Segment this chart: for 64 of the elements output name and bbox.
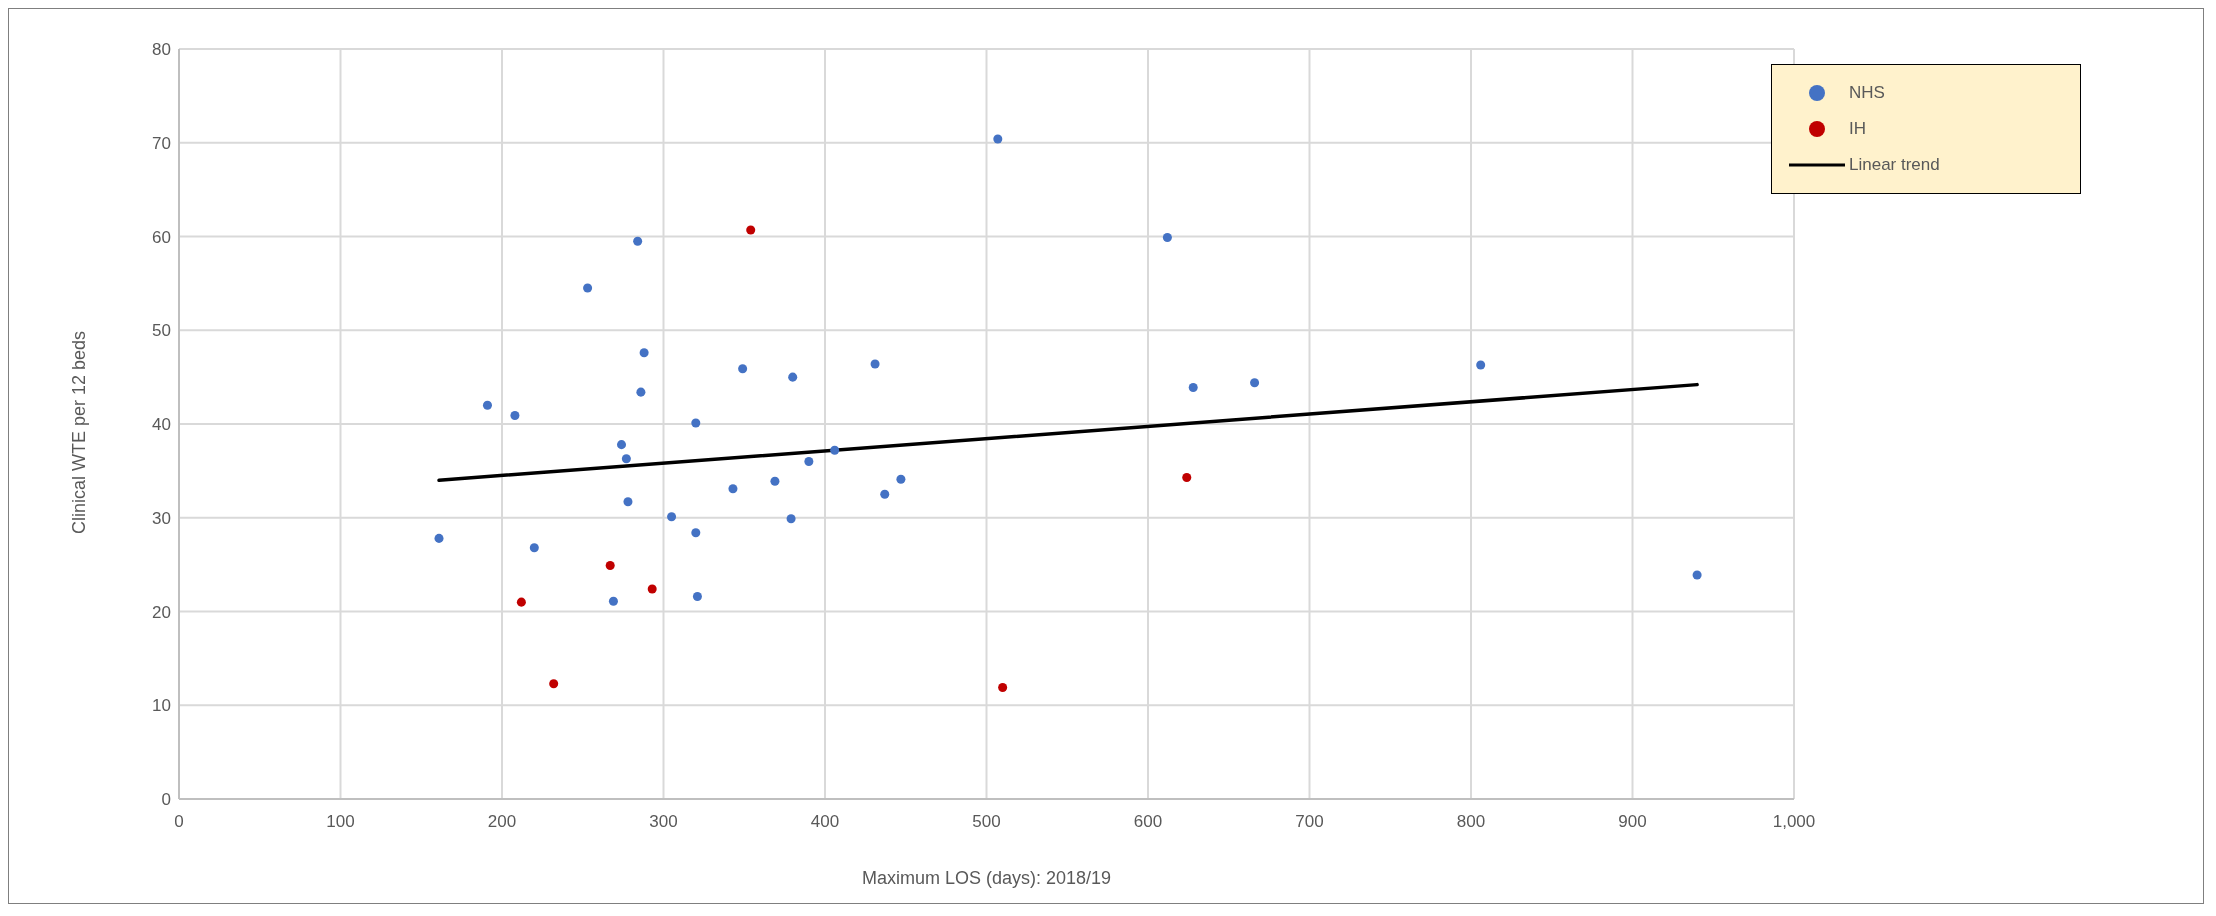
point — [1476, 360, 1486, 370]
x-tick-label: 900 — [1618, 812, 1647, 832]
y-tick-label: 80 — [152, 40, 171, 60]
legend-label: IH — [1849, 119, 1866, 139]
y-tick-label: 40 — [152, 415, 171, 435]
point — [667, 512, 677, 522]
point — [830, 445, 840, 455]
point — [1692, 570, 1702, 580]
point — [510, 411, 520, 421]
point — [549, 679, 559, 689]
x-tick-label: 100 — [326, 812, 355, 832]
point — [621, 454, 631, 464]
y-tick-label: 60 — [152, 227, 171, 247]
point — [1162, 232, 1172, 242]
x-tick-label: 0 — [174, 812, 184, 832]
y-tick-label: 30 — [152, 508, 171, 528]
point — [608, 596, 618, 606]
point — [770, 476, 780, 486]
point — [482, 400, 492, 410]
x-tick-label: 700 — [1295, 812, 1324, 832]
point — [692, 591, 702, 602]
legend-label: Linear trend — [1849, 155, 1940, 175]
point — [639, 348, 649, 358]
x-tick-label: 500 — [972, 812, 1001, 832]
x-tick-label: 400 — [810, 812, 840, 832]
point — [870, 359, 880, 369]
x-tick-label: 600 — [1133, 812, 1163, 832]
y-tick-label: 50 — [152, 321, 171, 341]
y-tick-label: 70 — [152, 133, 171, 153]
point — [880, 489, 890, 499]
point — [998, 682, 1008, 692]
y-tick-label: 0 — [161, 790, 171, 810]
x-tick-label: 800 — [1456, 812, 1486, 832]
y-tick-label: 10 — [152, 696, 171, 716]
point — [633, 236, 643, 246]
point — [516, 597, 526, 607]
x-axis-title: Maximum LOS (days): 2018/19 — [861, 868, 1112, 888]
point — [993, 134, 1003, 144]
point — [788, 372, 798, 382]
point — [636, 387, 646, 397]
point — [583, 283, 593, 293]
point — [434, 533, 444, 543]
point — [786, 514, 796, 524]
x-tick-label: 1,000 — [1772, 812, 1816, 832]
point — [691, 528, 701, 538]
x-tick-label: 300 — [649, 812, 678, 832]
x-tick-label: 200 — [487, 812, 517, 832]
point — [1182, 472, 1192, 482]
legend-label: NHS — [1849, 83, 1885, 103]
y-axis-title: Clinical WTE per 12 beds — [69, 330, 90, 534]
point — [647, 584, 657, 594]
point — [804, 456, 814, 467]
point — [1250, 378, 1260, 388]
point — [746, 225, 756, 235]
point — [605, 561, 615, 571]
point — [623, 497, 633, 507]
point — [738, 364, 748, 374]
point — [896, 474, 906, 484]
point — [1188, 382, 1198, 392]
point — [529, 543, 539, 553]
point — [728, 484, 738, 494]
point — [691, 418, 701, 428]
y-tick-label: 20 — [152, 602, 171, 622]
point — [617, 440, 627, 450]
